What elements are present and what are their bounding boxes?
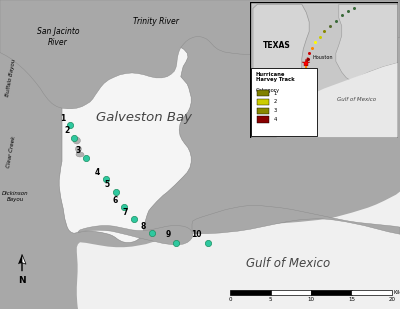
- Text: 4: 4: [94, 168, 100, 177]
- Polygon shape: [18, 254, 22, 264]
- Text: Hurricane
Harvey Track: Hurricane Harvey Track: [256, 72, 295, 83]
- Text: 1: 1: [60, 114, 65, 123]
- Text: 2: 2: [64, 126, 69, 135]
- Bar: [258, 116, 269, 123]
- Polygon shape: [0, 0, 400, 109]
- Polygon shape: [78, 226, 193, 245]
- Bar: [230, 290, 270, 295]
- Text: 10: 10: [191, 230, 202, 239]
- Polygon shape: [77, 192, 400, 309]
- FancyBboxPatch shape: [252, 68, 317, 136]
- Text: TEXAS: TEXAS: [263, 40, 290, 49]
- Text: Category: Category: [256, 88, 280, 93]
- Text: San Jacinto
River: San Jacinto River: [37, 28, 79, 47]
- Text: 1: 1: [274, 91, 277, 95]
- Polygon shape: [253, 4, 309, 127]
- Text: Gulf of Mexico: Gulf of Mexico: [337, 97, 376, 102]
- Text: 15: 15: [348, 297, 355, 302]
- Text: N: N: [18, 276, 26, 285]
- Text: Kilometers: Kilometers: [394, 290, 400, 295]
- Polygon shape: [336, 4, 398, 80]
- Text: Buffalo Bayou: Buffalo Bayou: [6, 59, 17, 97]
- Bar: [311, 290, 352, 295]
- Bar: [270, 290, 311, 295]
- Text: 2: 2: [274, 99, 277, 104]
- Text: 6: 6: [112, 196, 118, 205]
- Ellipse shape: [76, 146, 82, 152]
- Text: 3: 3: [274, 108, 277, 113]
- Text: 7: 7: [122, 208, 128, 217]
- Text: Clear Creek: Clear Creek: [6, 136, 16, 168]
- Polygon shape: [0, 53, 33, 309]
- Text: 10: 10: [308, 297, 314, 302]
- Polygon shape: [192, 205, 400, 234]
- Text: 3: 3: [76, 146, 81, 155]
- Text: 5: 5: [104, 180, 110, 189]
- Bar: [258, 99, 269, 105]
- Ellipse shape: [76, 152, 84, 157]
- Bar: [258, 90, 269, 96]
- Text: 20: 20: [388, 297, 396, 302]
- Text: Trinity River: Trinity River: [133, 17, 179, 26]
- Bar: [258, 108, 269, 114]
- Text: 0: 0: [228, 297, 232, 302]
- Text: 4: 4: [274, 117, 277, 122]
- Polygon shape: [22, 254, 26, 264]
- Text: Gulf of Mexico: Gulf of Mexico: [246, 257, 330, 270]
- Text: 8: 8: [140, 222, 146, 231]
- Polygon shape: [0, 225, 69, 309]
- Text: Dickinson
Bayou: Dickinson Bayou: [2, 191, 28, 201]
- Text: Galveston Bay: Galveston Bay: [96, 111, 192, 124]
- Polygon shape: [59, 36, 191, 243]
- Text: 5: 5: [269, 297, 272, 302]
- Ellipse shape: [73, 137, 80, 144]
- Polygon shape: [277, 63, 398, 138]
- Text: Houston: Houston: [312, 55, 333, 60]
- Text: 9: 9: [166, 230, 171, 239]
- Bar: [352, 290, 392, 295]
